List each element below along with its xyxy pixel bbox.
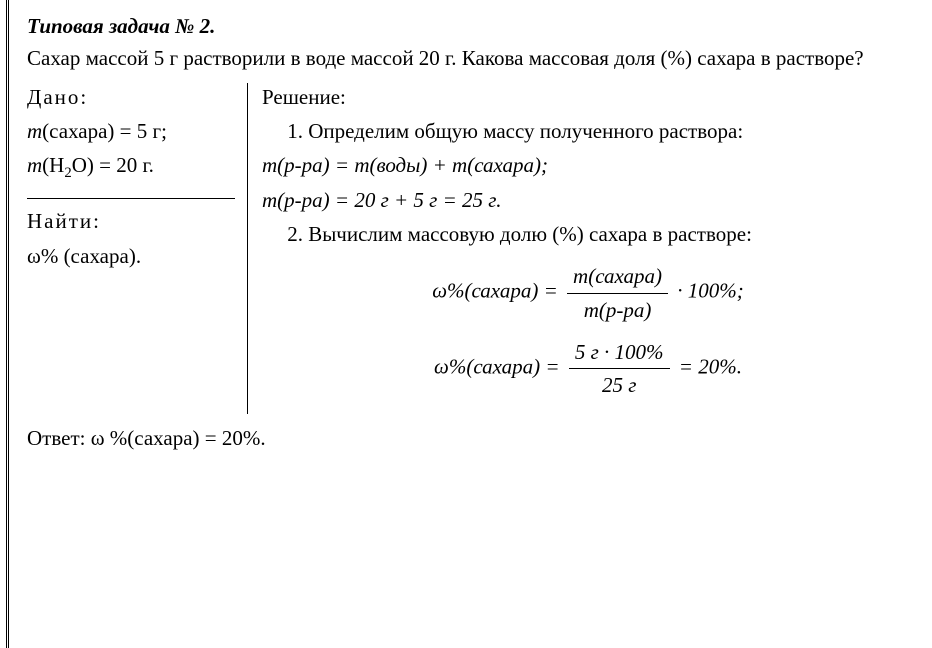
page-root: Типовая задача № 2. Сахар массой 5 г рас… [6, 0, 932, 648]
fraction-2: 5 г · 100% 25 г [569, 338, 670, 400]
equation-1b: m(р-ра) = 20 г + 5 г = 25 г. [262, 186, 914, 214]
problem-statement: Сахар массой 5 г растворили в воде массо… [27, 44, 914, 72]
step-1: 1. Определим общую массу полученного рас… [262, 117, 914, 145]
problem-title: Типовая задача № 2. [27, 12, 914, 40]
given-label: Дано: [27, 83, 235, 111]
fraction-1-den: m(р-ра) [567, 294, 668, 324]
given-arg-1: (сахара) = 5 г; [42, 119, 167, 143]
formula1-left: ω%(сахара) = [432, 279, 558, 303]
right-column: Решение: 1. Определим общую массу получе… [248, 83, 914, 414]
formula1-right: · 100%; [677, 279, 744, 303]
mass-symbol: m [27, 119, 42, 143]
step-2: 2. Вычислим массовую долю (%) сахара в р… [262, 220, 914, 248]
formula-1: ω%(сахара) = m(сахара) m(р-ра) · 100%; [262, 262, 914, 324]
find-label: Найти: [27, 207, 235, 235]
formula2-right: = 20%. [679, 355, 742, 379]
fraction-2-num: 5 г · 100% [569, 338, 670, 369]
given-block: Дано: m(сахара) = 5 г; m(H2O) = 20 г. [27, 83, 235, 200]
solution-label: Решение: [262, 83, 914, 111]
find-block: Найти: ω% (сахара). [27, 199, 235, 270]
solution-layout: Дано: m(сахара) = 5 г; m(H2O) = 20 г. На… [27, 83, 914, 414]
given-line-1: m(сахара) = 5 г; [27, 117, 235, 145]
fraction-1-num: m(сахара) [567, 262, 668, 293]
answer-line: Ответ: ω %(сахара) = 20%. [27, 424, 914, 452]
find-line-1: ω% (сахара). [27, 242, 235, 270]
mass-symbol: m [27, 153, 42, 177]
formula2-left: ω%(сахара) = [434, 355, 560, 379]
given-line-2: m(H2O) = 20 г. [27, 151, 235, 184]
formula-2: ω%(сахара) = 5 г · 100% 25 г = 20%. [262, 338, 914, 400]
fraction-1: m(сахара) m(р-ра) [567, 262, 668, 324]
given-arg-2b: O) = 20 г. [72, 153, 154, 177]
subscript-2: 2 [64, 166, 71, 182]
given-arg-2a: (H [42, 153, 64, 177]
left-column: Дано: m(сахара) = 5 г; m(H2O) = 20 г. На… [27, 83, 247, 414]
fraction-2-den: 25 г [569, 369, 670, 399]
equation-1a: m(р-ра) = m(воды) + m(сахара); [262, 151, 914, 179]
